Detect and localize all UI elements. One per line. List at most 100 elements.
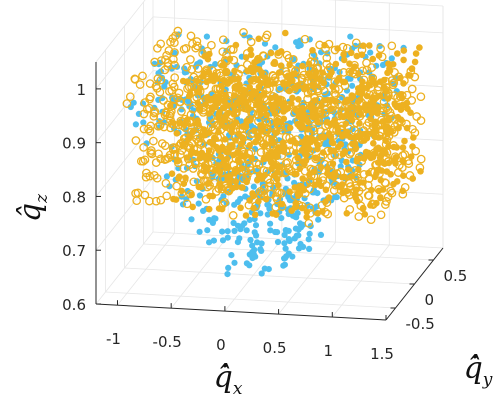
data-point-orange xyxy=(368,186,375,194)
data-point-orange xyxy=(317,182,325,190)
data-point-orange xyxy=(268,71,278,80)
data-point-orange xyxy=(247,77,255,85)
data-point-orange xyxy=(201,163,208,170)
data-point-orange xyxy=(416,116,426,125)
data-point-orange xyxy=(125,92,135,102)
data-point-orange xyxy=(142,168,151,178)
data-point-orange xyxy=(179,44,189,54)
data-point-blue xyxy=(333,194,340,201)
data-point-orange xyxy=(400,158,407,166)
data-point-orange xyxy=(186,31,196,41)
data-point-orange xyxy=(407,153,415,160)
data-point-orange xyxy=(248,154,255,162)
data-point-orange xyxy=(256,100,264,107)
data-point-orange xyxy=(366,215,376,225)
data-point-orange xyxy=(411,58,419,66)
data-point-orange xyxy=(242,212,250,219)
data-point-orange xyxy=(253,176,261,184)
data-point-orange xyxy=(332,98,339,105)
data-point-orange xyxy=(151,196,161,206)
data-point-orange xyxy=(162,154,171,164)
data-point-blue xyxy=(292,213,299,220)
data-point-orange xyxy=(224,163,232,170)
data-point-orange xyxy=(346,60,353,67)
data-point-orange xyxy=(277,163,284,171)
data-point-orange xyxy=(202,101,209,108)
data-point-orange xyxy=(222,50,231,60)
data-point-orange xyxy=(222,68,230,76)
data-point-orange xyxy=(135,80,145,89)
data-point-orange xyxy=(384,115,392,122)
data-point-orange xyxy=(410,134,417,141)
data-point-blue xyxy=(282,245,289,252)
data-point-orange xyxy=(180,180,188,187)
data-point-orange xyxy=(247,95,255,103)
data-point-blue xyxy=(286,237,293,245)
data-point-orange xyxy=(263,124,272,134)
data-point-orange xyxy=(249,68,256,76)
data-point-blue xyxy=(132,121,139,128)
data-point-blue xyxy=(188,216,195,223)
data-point-orange xyxy=(220,197,230,207)
data-point-orange xyxy=(251,59,258,66)
data-point-orange xyxy=(311,97,319,104)
data-point-orange xyxy=(292,106,299,113)
data-point-orange xyxy=(335,74,343,82)
data-point-blue xyxy=(241,32,248,39)
data-point-orange xyxy=(379,118,387,125)
data-point-orange xyxy=(206,50,213,58)
data-point-orange xyxy=(146,148,155,158)
z-tick-label: 0.9 xyxy=(62,135,86,153)
data-point-orange xyxy=(153,121,163,131)
data-point-orange xyxy=(187,65,197,74)
data-point-orange xyxy=(375,52,383,59)
data-point-orange xyxy=(150,170,159,180)
data-point-blue xyxy=(204,227,211,234)
data-point-orange xyxy=(387,188,397,198)
data-point-orange xyxy=(347,173,355,180)
data-point-orange xyxy=(221,136,229,143)
data-point-orange xyxy=(407,84,417,94)
data-point-orange xyxy=(165,86,174,96)
data-point-orange xyxy=(324,96,331,104)
data-point-orange xyxy=(319,69,327,76)
data-point-blue xyxy=(349,82,356,89)
data-point-orange xyxy=(416,154,426,164)
data-point-orange xyxy=(153,74,163,83)
data-point-blue xyxy=(243,260,250,267)
z-axis-label: q̂z xyxy=(13,193,52,222)
y-axis-label-main: q̂̇ xyxy=(464,351,483,386)
data-point-orange xyxy=(356,179,364,186)
data-point-orange xyxy=(386,186,396,196)
data-point-orange xyxy=(304,141,312,148)
data-point-orange xyxy=(317,76,324,83)
data-point-orange xyxy=(327,146,334,154)
data-point-orange xyxy=(281,132,291,142)
data-point-orange xyxy=(180,121,188,129)
data-point-orange xyxy=(250,88,258,95)
data-point-orange xyxy=(366,101,374,108)
data-point-orange xyxy=(376,154,384,161)
data-point-orange xyxy=(218,82,225,90)
data-point-orange xyxy=(258,80,265,87)
data-point-orange xyxy=(255,198,262,205)
data-point-orange xyxy=(216,109,223,116)
data-point-orange xyxy=(399,144,407,151)
data-point-orange xyxy=(359,130,366,138)
data-point-orange xyxy=(274,176,281,183)
data-point-orange xyxy=(225,173,233,181)
data-point-orange xyxy=(216,169,224,176)
x-tick-label: -0.5 xyxy=(153,333,182,351)
x-axis-line xyxy=(95,303,387,321)
data-point-orange xyxy=(168,145,178,155)
data-point-orange xyxy=(251,127,258,135)
data-point-orange xyxy=(176,173,183,180)
data-point-blue xyxy=(234,239,241,246)
data-point-orange xyxy=(272,188,282,197)
data-point-orange xyxy=(400,56,407,64)
z-tick-label: 1 xyxy=(76,81,86,99)
data-point-orange xyxy=(208,72,215,80)
data-point-orange xyxy=(147,149,157,159)
data-point-orange xyxy=(232,41,240,49)
data-point-orange xyxy=(157,139,167,148)
